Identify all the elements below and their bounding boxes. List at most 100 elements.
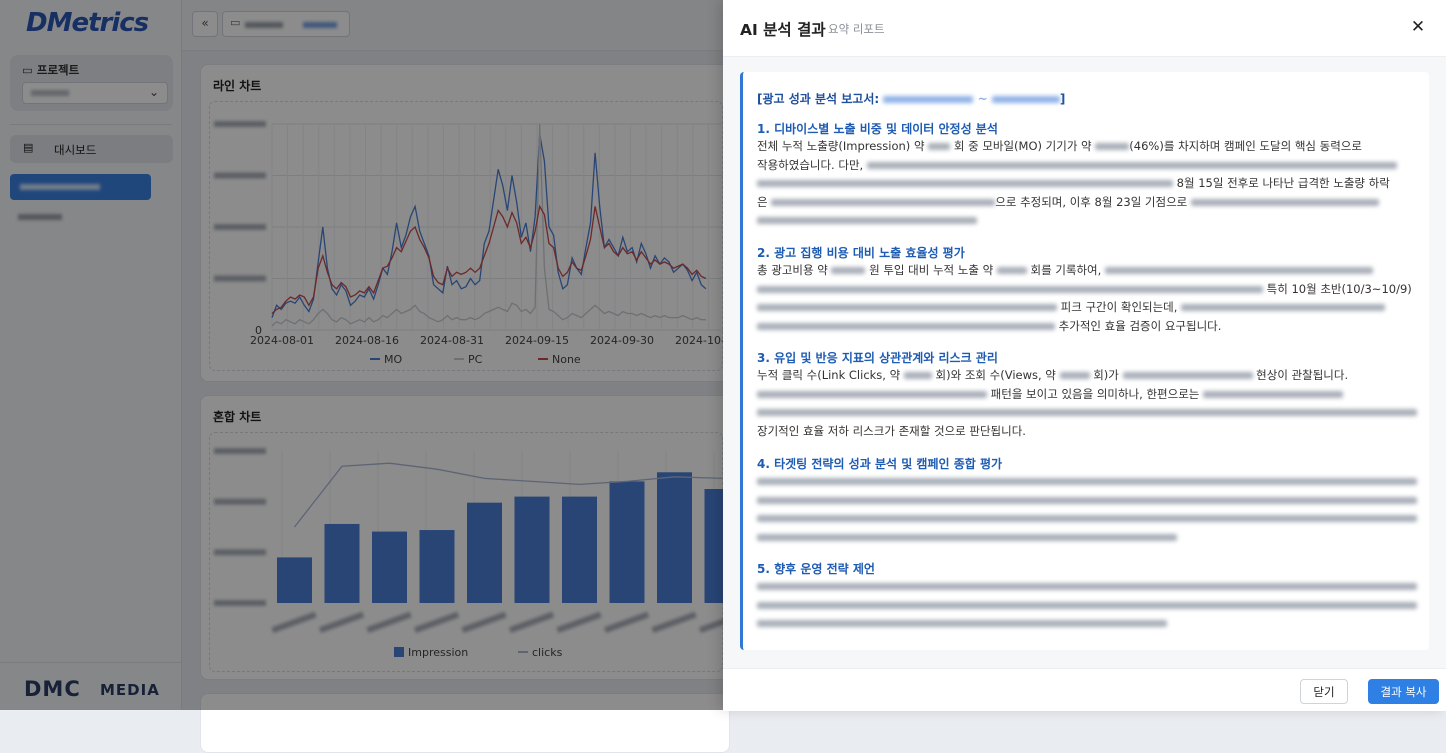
sidebar-footer: DMC MEDIA [0, 662, 181, 711]
copy-result-button[interactable]: 결과 복사 [1368, 679, 1439, 704]
text-run: 작용하였습니다. 다만, [757, 157, 864, 172]
text-run: 전체 누적 노출량(Impression) 약 [757, 139, 925, 153]
report-section-3: 3. 유입 및 반응 지표의 상관관계와 리스크 관리 누적 클릭 수(Link… [757, 349, 1419, 440]
series-line-pc [271, 123, 706, 327]
project-selector-box: ▭ 프로젝트 ⌄ [10, 55, 173, 111]
report-section-2: 2. 광고 집행 비용 대비 노출 효율성 평가 총 광고비용 약 원 투입 대… [757, 244, 1419, 335]
panel-header: AI 분석 결과 요약 리포트 ✕ [723, 0, 1446, 57]
redacted-text [1181, 304, 1386, 312]
series-line-mo [271, 134, 707, 318]
bar[interactable] [419, 530, 455, 603]
x-tick-label [603, 611, 650, 634]
sidebar-divider [10, 124, 172, 125]
collapse-sidebar-button[interactable]: « [192, 11, 218, 37]
line-chart-title: 라인 차트 [213, 79, 262, 93]
redacted-text [1203, 390, 1344, 398]
section-line [757, 491, 1419, 510]
redacted-text [996, 267, 1027, 274]
scrollbar[interactable] [1432, 117, 1438, 707]
legend-label[interactable]: MO [384, 353, 402, 366]
redacted-text [757, 409, 1417, 417]
close-button[interactable]: 닫기 [1300, 679, 1348, 704]
panel-title: AI 분석 결과 [740, 21, 826, 39]
bar[interactable] [562, 496, 597, 603]
section-line: 장기적인 효율 저하 리스크가 존재할 것으로 판단됩니다. [757, 422, 1419, 441]
x-tick-label: 2024-08-31 [420, 334, 484, 347]
project-select[interactable]: ⌄ [22, 82, 168, 104]
legend-label[interactable]: clicks [532, 646, 563, 659]
sidebar-item-label: 대시보드 [54, 143, 97, 157]
x-tick-label: 2024-10-15 [675, 334, 724, 347]
app-logo[interactable]: DMetrics [26, 8, 149, 38]
bar[interactable] [324, 523, 360, 603]
text-run: 원 투입 대비 누적 노출 약 [869, 263, 994, 277]
project-label-text: 프로젝트 [36, 63, 80, 77]
bar[interactable] [277, 557, 312, 603]
x-tick-label [318, 611, 365, 634]
y-tick-label [214, 600, 266, 606]
text-run: 으로 추정되며, 이후 8월 23일 기점으로 [995, 194, 1188, 209]
combo-chart-card: 혼합 차트 Impression clicks [200, 395, 745, 680]
legend-label[interactable]: PC [468, 353, 483, 366]
y-tick-label [214, 224, 266, 230]
bar[interactable] [372, 531, 407, 603]
section-line [757, 403, 1419, 422]
text-run: 회를 기록하여, [1030, 263, 1102, 277]
top-bar: « ▭ [182, 0, 723, 51]
x-tick-label [651, 611, 697, 634]
legend-label[interactable]: None [552, 353, 581, 366]
combo-chart-title: 혼합 차트 [213, 410, 262, 424]
x-tick-label: 2024-08-16 [335, 334, 399, 347]
panel-body: [광고 성과 분석 보고서: ~ ] 1. 디바이스별 노출 비중 및 데이터 … [723, 57, 1446, 668]
section-title: 2. 광고 집행 비용 대비 노출 효율성 평가 [757, 246, 965, 260]
modal-backdrop[interactable] [0, 0, 723, 710]
section-line: 8월 15일 전후로 나타난 급격한 노출량 하락 [757, 174, 1419, 193]
series-line-none [271, 204, 707, 314]
section-line [757, 472, 1419, 491]
redacted-text [757, 478, 1417, 485]
section-line: 전체 누적 노출량(Impression) 약 회 중 모바일(MO) 기기가 … [757, 137, 1419, 156]
report-card: [광고 성과 분석 보고서: ~ ] 1. 디바이스별 노출 비중 및 데이터 … [740, 72, 1429, 650]
x-tick-label [366, 611, 412, 634]
sidebar-subitem-label [18, 214, 62, 220]
section-line [757, 577, 1419, 596]
series-line-clicks [293, 462, 723, 528]
section-line [757, 528, 1419, 547]
redacted-text [757, 601, 1417, 609]
folder-icon: ▭ [22, 63, 37, 77]
redacted-text [757, 496, 1417, 504]
report-section-1: 1. 디바이스별 노출 비중 및 데이터 안정성 분석 전체 누적 노출량(Im… [757, 120, 1419, 230]
section-line: 작용하였습니다. 다만, [757, 156, 1419, 175]
sidebar-subitem-label [20, 184, 100, 190]
text-run: 총 광고비용 약 [757, 263, 828, 277]
redacted-text [1190, 198, 1379, 206]
line-chart-card: 라인 차트 0 2024-08-01 2024-08-16 2024-08-31 202… [200, 64, 739, 382]
x-tick-label [271, 611, 317, 634]
dashboard-app: DMetrics ▭ 프로젝트 ⌄ ▤ 대시보드 DMC MEDIA « [0, 0, 745, 753]
section-line: 총 광고비용 약 원 투입 대비 누적 노출 약 회를 기록하여, [757, 261, 1419, 280]
text-run: 회 중 모바일(MO) 기기가 약 [953, 139, 1092, 153]
breadcrumb-page [303, 22, 337, 28]
legend-label[interactable]: Impression [408, 646, 468, 659]
report-section-5: 5. 향후 운영 전략 제언 [757, 560, 1419, 633]
redacted-text [757, 322, 1055, 330]
redacted-text [1122, 372, 1253, 379]
close-icon[interactable]: ✕ [1410, 17, 1426, 37]
bar[interactable] [609, 481, 645, 603]
bar[interactable] [514, 496, 550, 603]
sidebar-item-dashboard[interactable]: ▤ 대시보드 [10, 135, 173, 163]
redacted-text [757, 285, 1263, 293]
text-run: 추가적인 효율 검증이 요구됩니다. [1058, 318, 1222, 333]
bar[interactable] [467, 502, 502, 603]
breadcrumb[interactable]: ▭ [222, 11, 350, 37]
text-run: 회)와 조회 수(Views, 약 [935, 368, 1056, 382]
redacted-text [757, 515, 1417, 523]
bar[interactable] [657, 472, 692, 603]
report-heading-text: [광고 성과 분석 보고서: [757, 92, 880, 106]
redacted-text [757, 390, 987, 398]
sidebar-subitem-active[interactable] [10, 174, 151, 200]
line-chart-frame: 0 2024-08-01 2024-08-16 2024-08-31 2024-09-1… [209, 101, 739, 371]
folder-icon: ▭ [230, 16, 241, 29]
section-title: 1. 디바이스별 노출 비중 및 데이터 안정성 분석 [757, 122, 998, 136]
text-run: 현상이 관찰됩니다. [1256, 368, 1349, 382]
